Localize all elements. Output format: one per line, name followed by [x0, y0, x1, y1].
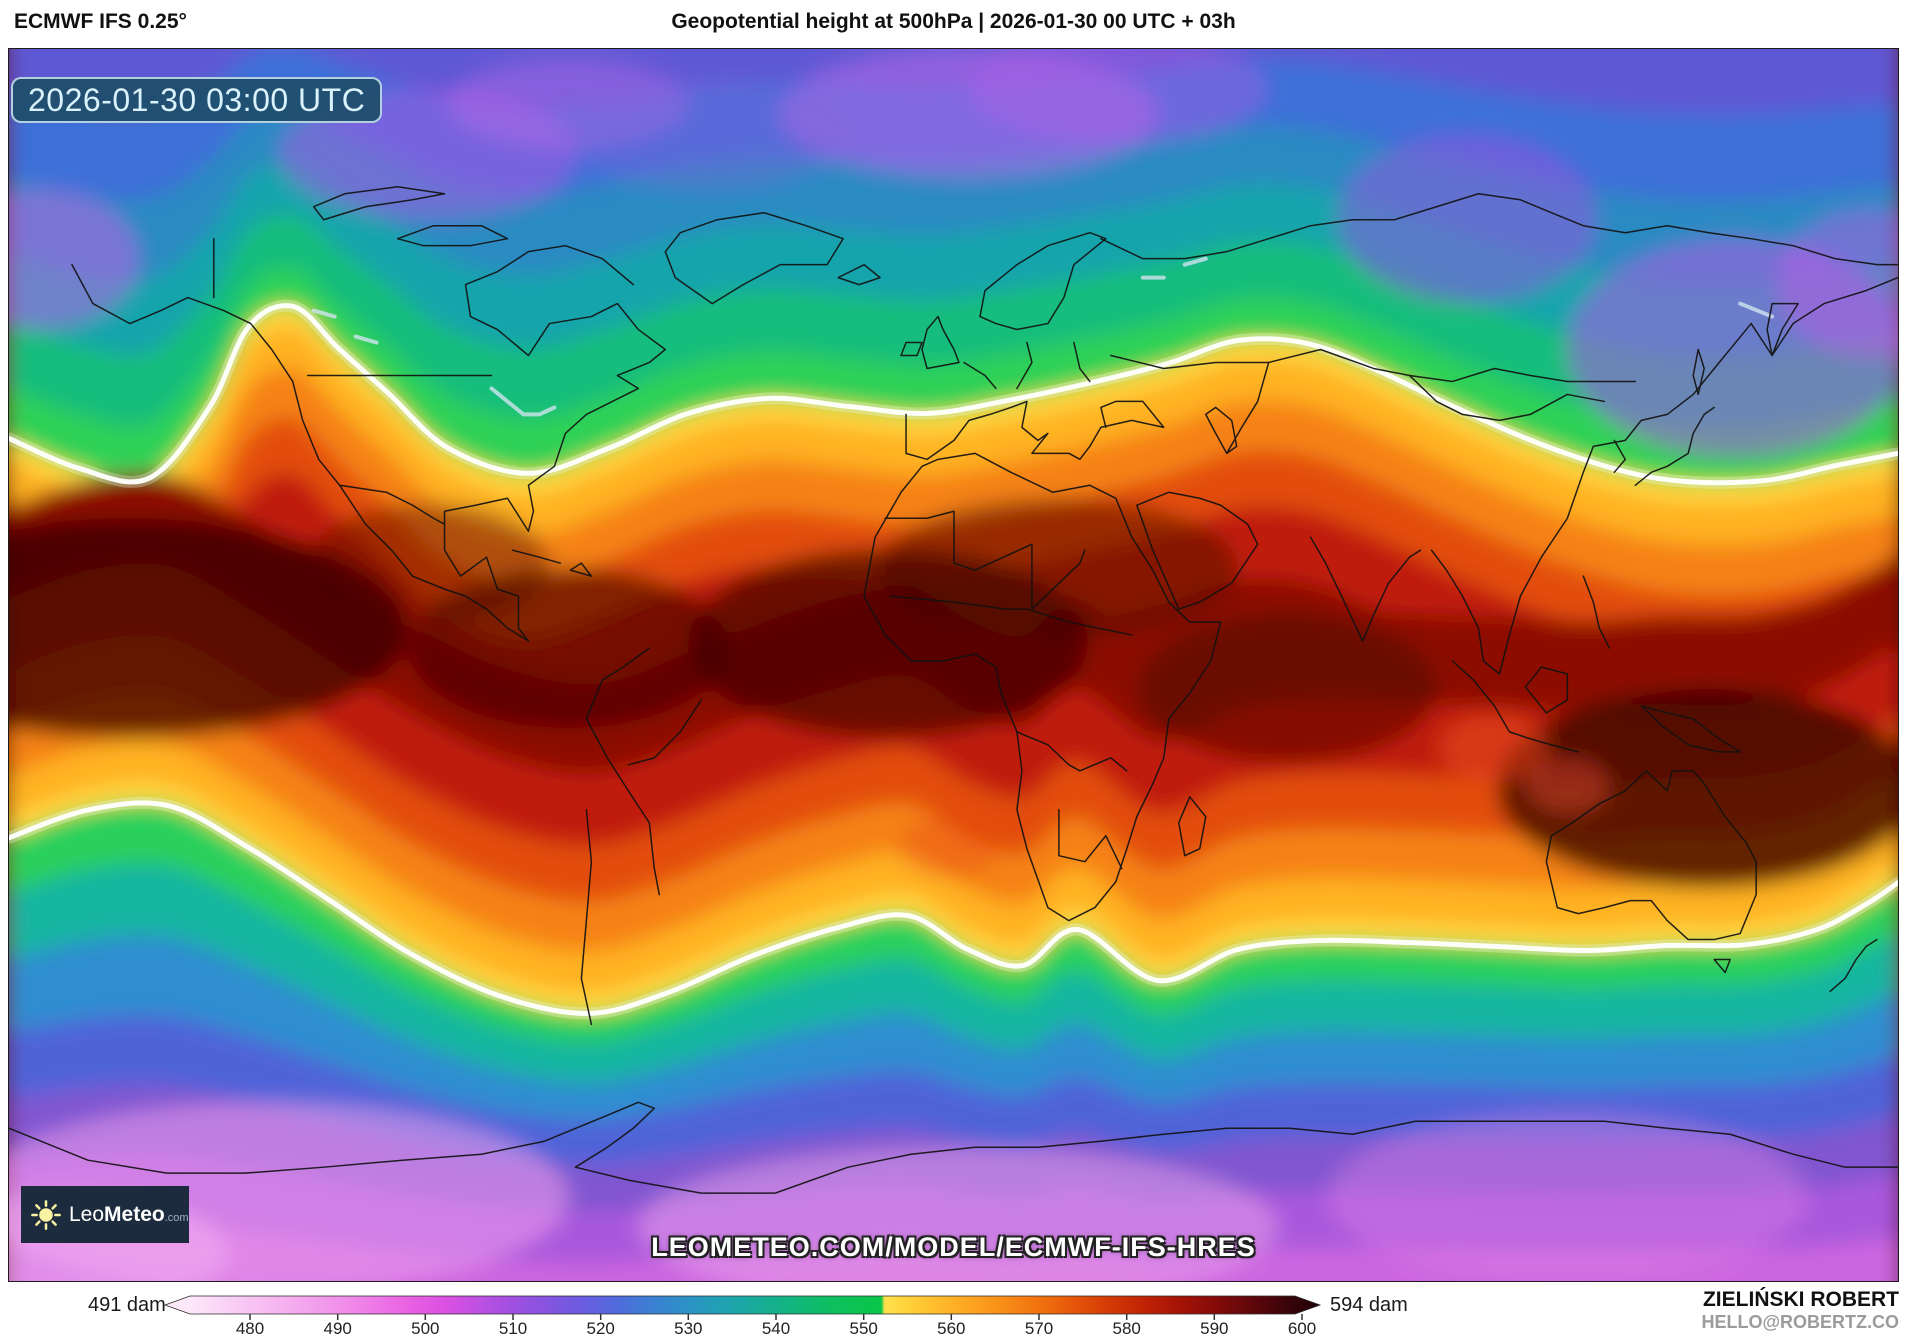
- sun-icon: [31, 1199, 61, 1230]
- svg-text:480: 480: [236, 1319, 264, 1338]
- author-name: ZIELIŃSKI ROBERT: [1702, 1288, 1899, 1311]
- world-map-canvas: [9, 49, 1898, 1281]
- svg-text:540: 540: [762, 1319, 790, 1338]
- svg-text:590: 590: [1200, 1319, 1228, 1338]
- colorbar-min-label: 491 dam: [88, 1294, 166, 1316]
- svg-text:510: 510: [499, 1319, 527, 1338]
- svg-text:530: 530: [674, 1319, 702, 1338]
- page-title: Geopotential height at 500hPa | 2026-01-…: [671, 10, 1236, 33]
- world-map-panel: 2026-01-30 03:00 UTC LeoMeteo.com LEOMET…: [8, 48, 1899, 1282]
- svg-text:570: 570: [1025, 1319, 1053, 1338]
- header-bar: ECMWF IFS 0.25° Geopotential height at 5…: [0, 0, 1907, 48]
- author-contact: HELLO@ROBERTZ.CO: [1701, 1312, 1899, 1333]
- watermark: LEOMETEO.COM/MODEL/ECMWF-IFS-HRES: [651, 1232, 1256, 1262]
- logo-text: LeoMeteo.com: [69, 1202, 189, 1226]
- colorbar-max-label: 594 dam: [1330, 1294, 1408, 1316]
- svg-text:580: 580: [1113, 1319, 1141, 1338]
- svg-text:490: 490: [324, 1319, 352, 1338]
- timestamp-badge: 2026-01-30 03:00 UTC: [11, 77, 383, 123]
- svg-text:600: 600: [1288, 1319, 1316, 1338]
- colorbar: 480 490 500 510 520 530 540 550 560 570 580 590 600: [163, 1295, 1322, 1338]
- svg-text:550: 550: [850, 1319, 878, 1338]
- model-label: ECMWF IFS 0.25°: [14, 10, 187, 33]
- svg-text:520: 520: [587, 1319, 615, 1338]
- svg-text:500: 500: [411, 1319, 439, 1338]
- svg-text:560: 560: [937, 1319, 965, 1338]
- credits-block: ZIELIŃSKI ROBERT HELLO@ROBERTZ.CO: [1701, 1287, 1899, 1334]
- footer-bar: 480 490 500 510 520 530 540 550 560 570 580 590 600 …: [0, 1282, 1907, 1338]
- leometeo-logo: LeoMeteo.com: [21, 1186, 189, 1243]
